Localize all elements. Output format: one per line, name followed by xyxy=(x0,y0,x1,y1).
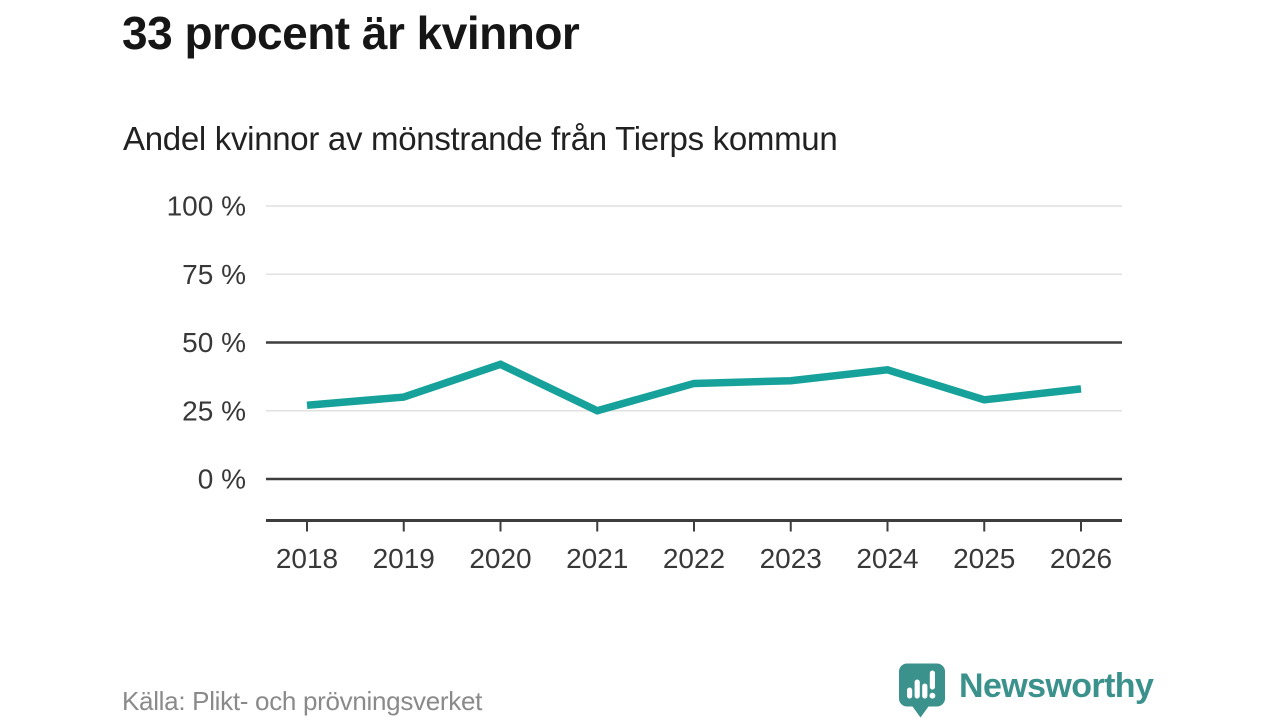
y-tick-label: 25 % xyxy=(182,395,246,426)
x-tick-label: 2020 xyxy=(469,543,531,574)
logo-bar-2 xyxy=(914,679,920,699)
logo-bar-3 xyxy=(922,683,928,699)
x-tick-label: 2019 xyxy=(373,543,435,574)
chart-subtitle: Andel kvinnor av mönstrande från Tierps … xyxy=(123,120,838,157)
logo-exclamation-bar xyxy=(929,670,935,690)
y-tick-label: 100 % xyxy=(167,191,246,222)
logo-bar-1 xyxy=(907,687,913,699)
y-tick-label: 75 % xyxy=(182,259,246,290)
y-tick-label: 0 % xyxy=(198,464,246,495)
series-line xyxy=(306,360,1082,415)
newsworthy-wordmark: Newsworthy xyxy=(959,667,1154,705)
x-tick-label: 2021 xyxy=(566,543,628,574)
y-tick-label: 50 % xyxy=(182,327,246,358)
logo-exclamation-dot xyxy=(929,692,936,699)
newsworthy-logo: Newsworthy xyxy=(898,662,1154,719)
bar-chart-speech-bubble-icon xyxy=(899,663,945,718)
x-tick-label: 2025 xyxy=(953,543,1015,574)
page-title: 33 procent är kvinnor xyxy=(122,7,580,59)
x-tick-label: 2024 xyxy=(856,543,918,574)
x-tick-label: 2022 xyxy=(663,543,725,574)
x-tick-label: 2026 xyxy=(1050,543,1112,574)
x-tick-label: 2023 xyxy=(760,543,822,574)
source-note: Källa: Plikt- och prövningsverket xyxy=(122,686,483,716)
x-tick-label: 2018 xyxy=(276,543,338,574)
